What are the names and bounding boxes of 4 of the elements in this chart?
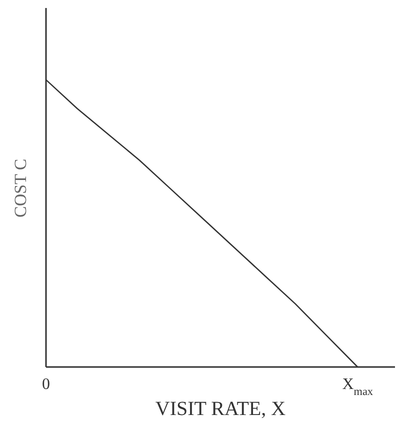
y-axis-title: COST C <box>11 158 30 218</box>
x-tick-label: X$_{max}$ <box>342 376 374 398</box>
x-axis-title: VISIT RATE, X <box>155 398 286 420</box>
x-tick-label: 0 <box>42 376 50 393</box>
